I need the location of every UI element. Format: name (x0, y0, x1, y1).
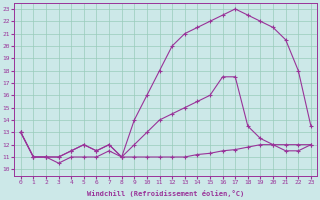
X-axis label: Windchill (Refroidissement éolien,°C): Windchill (Refroidissement éolien,°C) (87, 190, 244, 197)
